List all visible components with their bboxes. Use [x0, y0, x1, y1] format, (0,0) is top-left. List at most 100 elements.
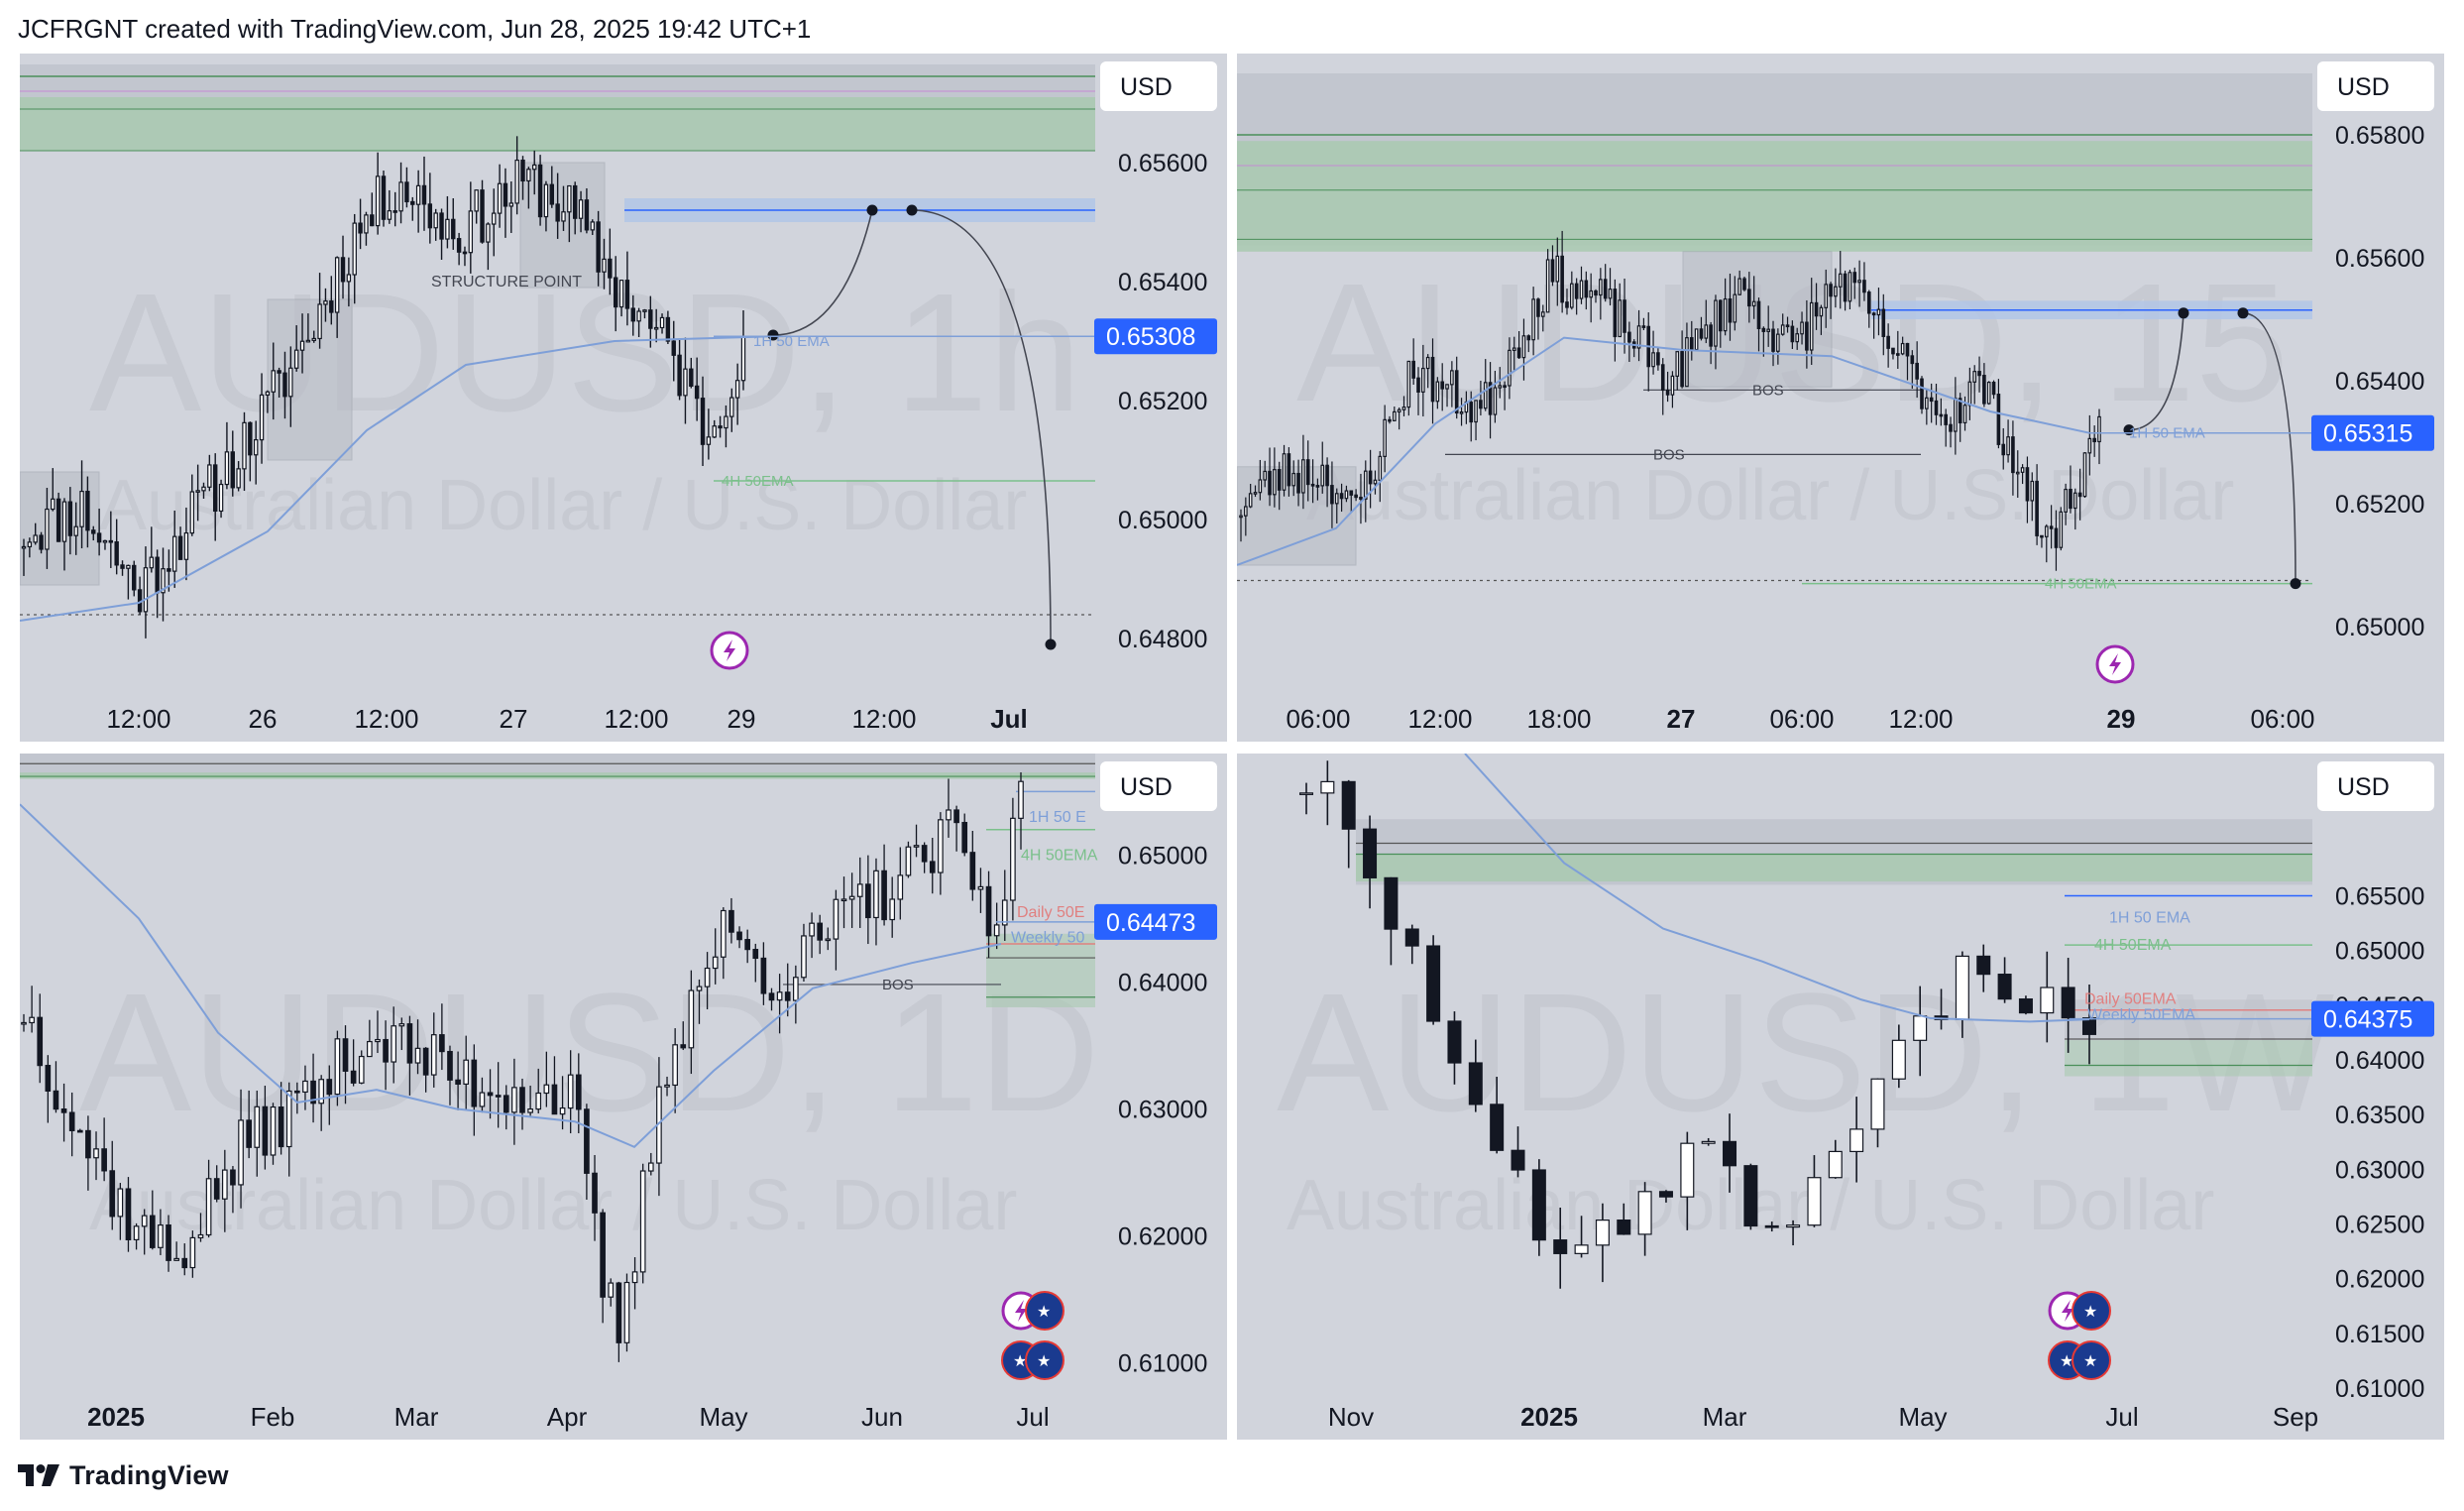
candle-bear — [1976, 955, 1991, 976]
candle-bear — [101, 1148, 107, 1172]
candle-bull — [672, 1044, 678, 1087]
currency-badge — [2317, 761, 2434, 811]
currency-label: USD — [2337, 773, 2390, 801]
candle-bull — [1913, 1015, 1928, 1041]
candle-bear — [109, 1170, 116, 1218]
candle-bear — [246, 1119, 252, 1148]
candle-bull — [33, 534, 38, 543]
y-tick-label: 0.62500 — [2335, 1211, 2424, 1238]
watermark-description: Australian Dollar / U.S. Dollar — [99, 466, 1027, 545]
x-tick-label: Mar — [1703, 1402, 1747, 1432]
candle-bull — [639, 1170, 646, 1273]
candle-bull — [946, 809, 952, 821]
last-price-tag — [1094, 903, 1217, 940]
candle-bull — [1670, 375, 1675, 396]
candle-bull — [1849, 1128, 1864, 1153]
candle-bear — [1718, 299, 1723, 332]
candle-bear — [166, 1224, 171, 1261]
candle-bull — [809, 922, 815, 937]
candle-bull — [1258, 479, 1263, 494]
candle-bear — [665, 316, 671, 342]
candle-bull — [259, 394, 265, 441]
candle-bear — [439, 212, 444, 240]
candle-bull — [1651, 352, 1655, 368]
lightning-glyph — [724, 639, 735, 661]
x-tick-label: 12:00 — [604, 704, 668, 734]
candle-bear — [1296, 472, 1300, 494]
candle-bull — [1435, 381, 1440, 403]
candle-bull — [1512, 347, 1516, 351]
australia-flag-icon — [2072, 1291, 2111, 1331]
candle-bull — [1723, 297, 1728, 332]
candle-bull — [254, 1105, 261, 1148]
candle-bear — [1574, 283, 1579, 299]
candle-bull — [706, 436, 712, 445]
x-tick-label: 12:00 — [1407, 704, 1472, 734]
candle-bear — [1665, 389, 1670, 396]
candle-bear — [392, 210, 397, 213]
candle-bear — [1330, 485, 1334, 505]
candle-bull — [1701, 1140, 1716, 1144]
candle-bull — [1857, 280, 1861, 284]
candle-bear — [700, 398, 706, 445]
candle-bear — [67, 501, 73, 536]
candle-bear — [1287, 453, 1291, 487]
projection-point — [2290, 578, 2301, 590]
candle-bear — [1447, 1020, 1462, 1064]
tradingview-footer[interactable]: TradingView — [18, 1455, 229, 1495]
candle-bull — [73, 525, 78, 536]
candle-bear — [1341, 780, 1356, 830]
chart-panel-1w[interactable]: AUDUSD, 1W Australian Dollar / U.S. Dolla… — [1237, 754, 2444, 1440]
candle-bear — [1790, 325, 1795, 343]
candle-bear — [1949, 423, 1953, 432]
currency-label: USD — [1120, 73, 1173, 101]
y-tick-label: 0.65800 — [2335, 122, 2424, 150]
candle-bull — [149, 556, 155, 569]
candle-bear — [358, 222, 363, 234]
zone-zone_green — [986, 933, 1095, 1007]
candle-bear — [1339, 493, 1344, 500]
candle-bull — [683, 368, 688, 397]
candle-bear — [1440, 381, 1445, 390]
candle-bear — [694, 385, 700, 400]
candle-bear — [1430, 356, 1435, 403]
candle-bear — [1503, 385, 1507, 389]
candle-bear — [1905, 342, 1910, 357]
x-tick-label: Jun — [861, 1402, 903, 1432]
structure-box — [1237, 466, 1357, 566]
candle-bull — [334, 1038, 341, 1096]
candle-bull — [1383, 418, 1387, 457]
candle-bear — [1895, 353, 1900, 356]
candle-bear — [1852, 272, 1857, 284]
candle-bull — [352, 222, 357, 276]
candle-bull — [514, 159, 519, 204]
candle-bear — [537, 164, 543, 218]
chart-panel-1d[interactable]: AUDUSD, 1D Australian Dollar / U.S. Dolla… — [20, 754, 1227, 1440]
candle-bull — [1680, 1142, 1695, 1198]
candle-bull — [1401, 407, 1406, 410]
candle-bear — [1944, 413, 1948, 425]
candle-bull — [913, 845, 920, 848]
candle-bear — [1843, 273, 1848, 302]
candle-bear — [1728, 297, 1733, 323]
candle-bull — [873, 870, 879, 919]
candle-bull — [358, 1055, 365, 1084]
candle-bull — [1363, 470, 1368, 500]
candle-bull — [102, 539, 108, 543]
chart-panel-1h[interactable]: AUDUSD, 1h Australian Dollar / U.S. Dolla… — [20, 54, 1227, 742]
candle-bull — [977, 885, 984, 890]
candle-bull — [398, 1023, 405, 1027]
candle-bear — [1742, 278, 1746, 291]
candle-bull — [2097, 415, 2101, 443]
candle-bear — [1550, 259, 1555, 283]
candle-bull — [1900, 342, 1905, 355]
candle-bear — [1613, 289, 1618, 338]
candle-bear — [1658, 1191, 1673, 1198]
candle-bull — [1474, 400, 1478, 423]
chart-panel-15m[interactable]: AUDUSD, 15 Australian Dollar / U.S. Dolla… — [1237, 54, 2444, 742]
watermark-description: Australian Dollar / U.S. Dollar — [1306, 456, 2234, 535]
candle-bear — [1315, 485, 1320, 488]
annotation-label: 4H 50EMA — [2094, 937, 2172, 954]
candle-bull — [567, 1074, 574, 1109]
